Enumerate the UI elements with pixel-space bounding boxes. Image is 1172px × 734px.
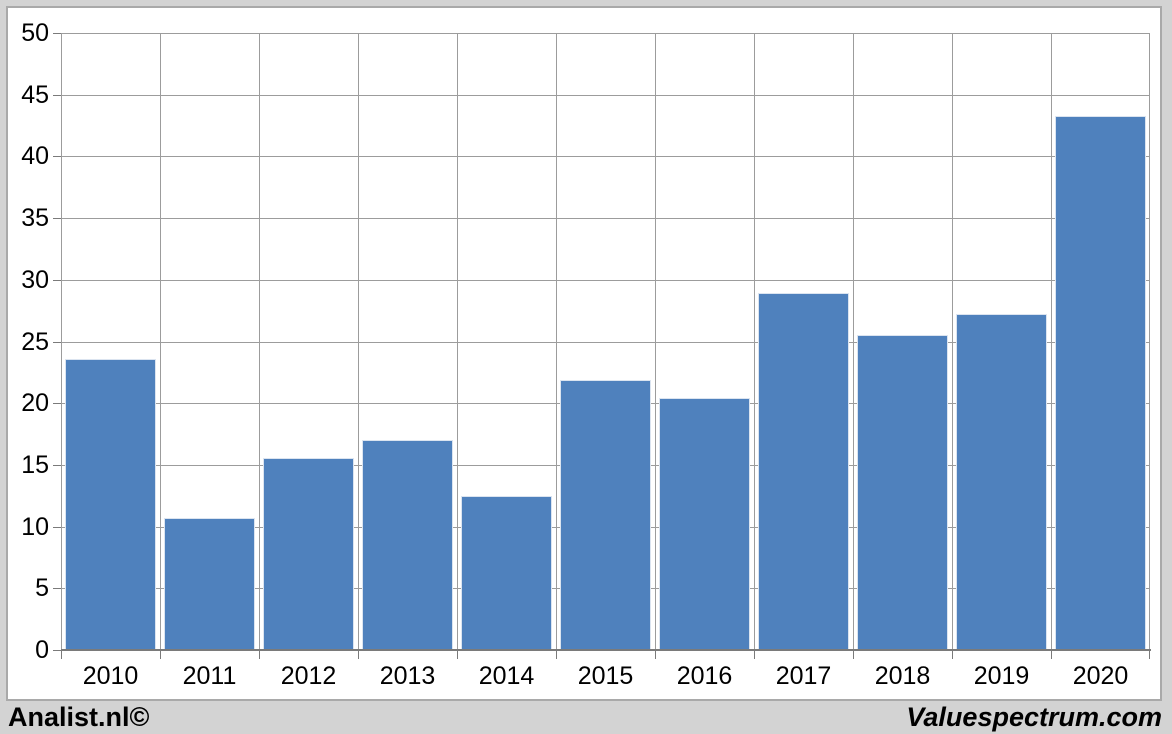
bar-2010 <box>65 358 156 650</box>
bar-2016 <box>659 398 750 650</box>
x-axis-label: 2016 <box>676 662 733 690</box>
y-axis-label: 0 <box>35 636 49 664</box>
y-axis-label: 45 <box>21 80 49 109</box>
y-axis-label: 15 <box>21 450 49 479</box>
y-axis-tick <box>53 650 61 651</box>
x-axis-tick <box>160 649 161 659</box>
gridline-vertical <box>259 33 260 650</box>
footer-right-brand: Valuespectrum.com <box>906 702 1162 732</box>
x-axis-label: 2018 <box>874 662 931 690</box>
bar-2012 <box>263 457 354 650</box>
x-axis-tick <box>556 649 557 659</box>
x-axis-tick <box>853 649 854 659</box>
y-axis-tick <box>53 341 61 343</box>
x-axis-tick <box>1149 649 1150 659</box>
x-axis-label: 2010 <box>82 662 139 690</box>
bar-2013 <box>362 440 453 650</box>
y-axis-tick <box>53 218 61 220</box>
gridline-horizontal <box>61 218 1150 220</box>
y-axis-tick <box>53 279 61 281</box>
gridline-vertical <box>853 33 854 650</box>
x-axis-tick <box>259 649 260 659</box>
x-axis-label: 2011 <box>182 662 237 690</box>
gridline-vertical <box>457 33 458 650</box>
y-axis-label: 25 <box>21 327 49 356</box>
bar-2015 <box>560 379 651 650</box>
x-axis-label: 2015 <box>577 662 634 690</box>
y-axis-label: 5 <box>35 574 49 603</box>
gridline-horizontal <box>61 33 1150 34</box>
y-axis-label: 20 <box>21 389 49 418</box>
y-axis-tick <box>53 526 61 528</box>
y-axis-tick <box>53 156 61 158</box>
chart-panel: 0 5 10 15 20 25 30 35 40 45 50 2010 2011 2012 2013 201… <box>6 6 1162 701</box>
x-axis-tick <box>457 649 458 659</box>
gridline-vertical <box>1051 33 1052 650</box>
x-axis-label: 2020 <box>1072 662 1129 690</box>
bar-2019 <box>956 314 1047 650</box>
gridline-vertical <box>556 33 557 650</box>
x-axis-label: 2019 <box>973 662 1030 690</box>
gridline-horizontal <box>61 94 1150 96</box>
x-axis-line <box>61 649 1151 651</box>
x-axis-tick <box>61 649 62 659</box>
gridline-horizontal <box>61 341 1150 343</box>
y-axis-tick <box>53 588 61 590</box>
x-axis-tick <box>754 649 755 659</box>
footer: Analist.nl© Valuespectrum.com <box>0 701 1172 734</box>
y-axis-tick <box>53 403 61 405</box>
gridline-vertical <box>1149 33 1150 650</box>
plot-area <box>61 33 1150 650</box>
x-axis-label: 2014 <box>478 662 535 690</box>
x-axis-tick <box>952 649 953 659</box>
gridline-vertical <box>655 33 656 650</box>
x-axis-label: 2013 <box>379 662 436 690</box>
y-axis-tick <box>53 33 61 34</box>
bar-2017 <box>758 293 849 650</box>
gridline-vertical <box>160 33 161 650</box>
gridline-vertical <box>952 33 953 650</box>
y-axis-label: 50 <box>21 19 49 47</box>
footer-left-brand: Analist.nl© <box>8 702 150 732</box>
y-axis-label: 40 <box>21 142 49 171</box>
x-axis-label: 2012 <box>280 662 337 690</box>
gridline-vertical <box>754 33 755 650</box>
gridline-horizontal <box>61 279 1150 281</box>
bar-2014 <box>461 495 552 650</box>
bar-2020 <box>1055 115 1146 650</box>
x-axis-tick <box>1051 649 1052 659</box>
x-axis-tick <box>358 649 359 659</box>
bar-2011 <box>164 517 255 650</box>
gridline-vertical <box>358 33 359 650</box>
y-axis-tick <box>53 94 61 96</box>
y-axis-label: 10 <box>21 512 49 541</box>
y-axis-label: 35 <box>21 204 49 233</box>
x-axis-label: 2017 <box>775 662 832 690</box>
bar-2018 <box>857 335 948 650</box>
x-axis-tick <box>655 649 656 659</box>
y-axis-label: 30 <box>21 265 49 294</box>
gridline-horizontal <box>61 156 1150 158</box>
gridline-vertical <box>61 33 62 650</box>
y-axis-tick <box>53 464 61 466</box>
